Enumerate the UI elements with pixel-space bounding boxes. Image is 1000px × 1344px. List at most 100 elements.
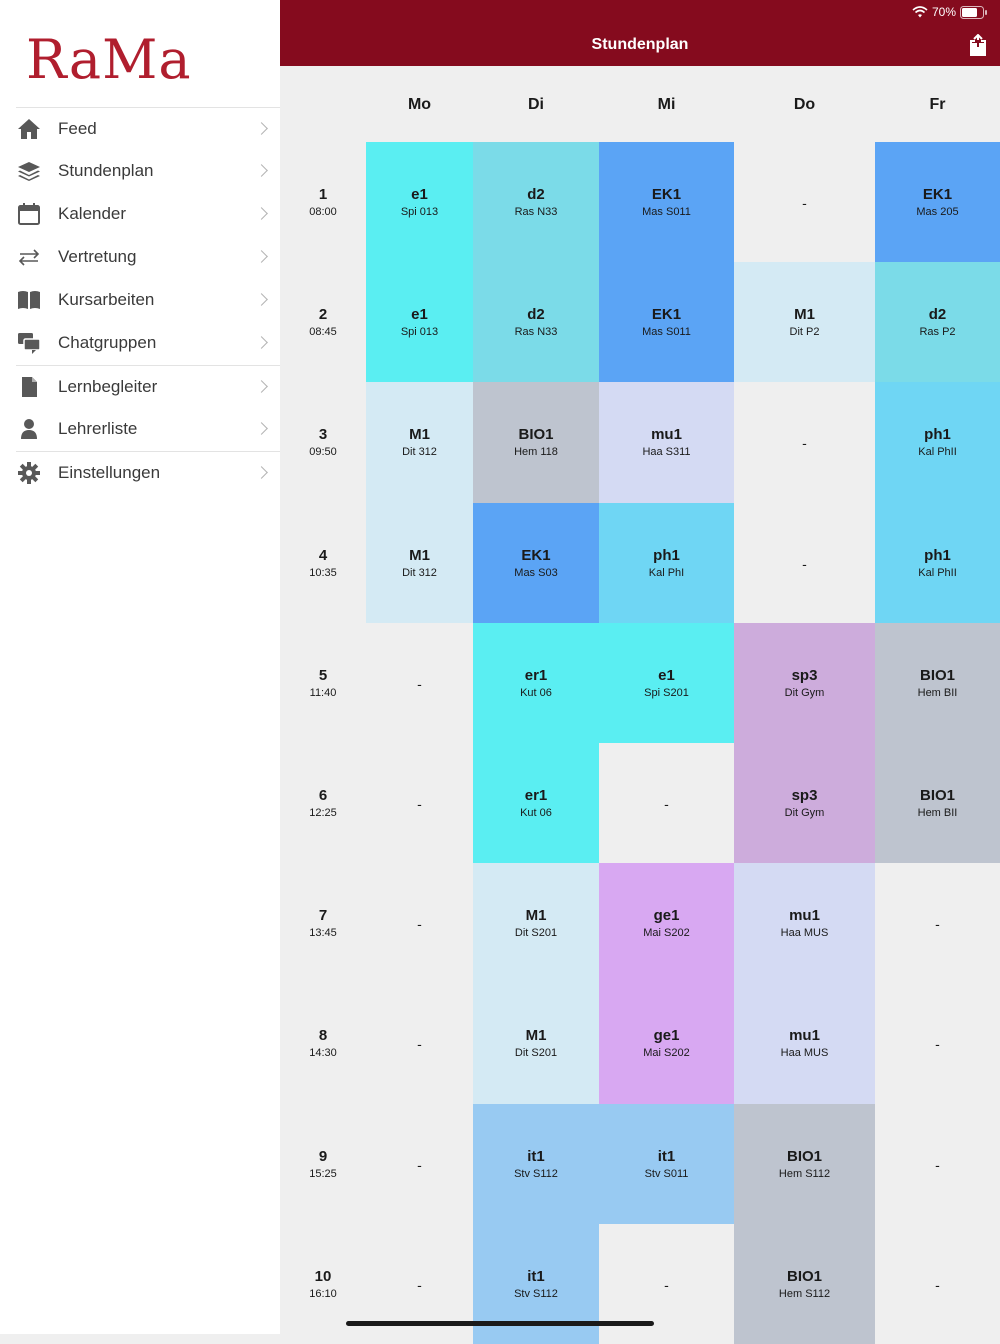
sidebar-item-vertretung[interactable]: Vertretung — [16, 236, 280, 279]
sidebar-item-stundenplan[interactable]: Stundenplan — [16, 150, 280, 193]
lesson-cell[interactable]: er1 Kut 06 — [473, 743, 599, 863]
chevron-right-icon — [255, 422, 268, 435]
lesson-content: BIO1 Hem BII — [875, 787, 1000, 820]
lesson-cell[interactable]: d2 Ras N33 — [473, 262, 599, 382]
lesson-room: Spi S201 — [644, 687, 689, 699]
period-time: 08:45 — [309, 326, 337, 339]
lesson-subject: EK1 — [651, 306, 682, 323]
lesson-cell[interactable]: it1 Stv S112 — [473, 1224, 599, 1344]
lesson-content: ge1 Mai S202 — [599, 1027, 734, 1060]
sidebar-item-label: Lehrerliste — [58, 419, 138, 438]
period-time: 11:40 — [309, 686, 337, 699]
lesson-subject: M1 — [794, 306, 815, 323]
lesson-cell[interactable]: M1 Dit S201 — [473, 863, 599, 983]
lesson-subject: BIO1 — [518, 426, 554, 443]
lesson-cell[interactable]: M1 Dit P2 — [734, 262, 875, 382]
lesson-cell[interactable]: EK1 Mas 205 — [875, 142, 1000, 262]
lesson-content: d2 Ras N33 — [473, 306, 599, 339]
lesson-content: BIO1 Hem 118 — [473, 426, 599, 459]
battery-icon — [960, 5, 987, 19]
sidebar-item-lehrerliste[interactable]: Lehrerliste — [16, 408, 280, 451]
sidebar-item-kalender[interactable]: Kalender — [16, 193, 280, 236]
sidebar-item-lernbegleiter[interactable]: Lernbegleiter — [16, 365, 280, 408]
sidebar-item-kursarbeiten[interactable]: Kursarbeiten — [16, 279, 280, 322]
lesson-cell[interactable]: BIO1 Hem BII — [875, 743, 1000, 863]
empty-lesson-dash: - — [417, 676, 422, 692]
lesson-subject: M1 — [409, 426, 430, 443]
lesson-cell[interactable]: ge1 Mai S202 — [599, 983, 734, 1104]
lesson-cell[interactable]: e1 Spi 013 — [366, 142, 473, 262]
lesson-cell[interactable]: mu1 Haa S311 — [599, 382, 734, 503]
lesson-cell[interactable]: BIO1 Hem S112 — [734, 1224, 875, 1344]
lesson-cell[interactable]: BIO1 Hem S112 — [734, 1104, 875, 1224]
lesson-content: M1 Dit 312 — [366, 547, 473, 580]
period-number: 2 — [318, 306, 328, 324]
chevron-right-icon — [255, 380, 268, 393]
lesson-cell[interactable]: e1 Spi 013 — [366, 262, 473, 382]
empty-lesson-cell: - — [875, 1224, 1000, 1344]
lesson-cell[interactable]: e1 Spi S201 — [599, 623, 734, 743]
lesson-subject: e1 — [411, 186, 428, 203]
lesson-cell[interactable]: sp3 Dit Gym — [734, 743, 875, 863]
lesson-room: Dit Gym — [784, 687, 825, 699]
lesson-cell[interactable]: mu1 Haa MUS — [734, 983, 875, 1104]
document-icon — [22, 377, 37, 397]
sidebar-item-label: Chatgruppen — [58, 333, 157, 352]
day-header-mo: Mo — [407, 96, 432, 113]
period-label: 9 15:25 — [280, 1148, 366, 1181]
lesson-subject: BIO1 — [919, 787, 955, 804]
lesson-cell[interactable]: er1 Kut 06 — [473, 623, 599, 743]
period-label: 1 08:00 — [280, 186, 366, 219]
lesson-cell[interactable]: ph1 Kal PhII — [875, 382, 1000, 503]
sidebar-item-einstellungen[interactable]: Einstellungen — [16, 451, 280, 494]
layers-icon — [18, 162, 40, 181]
lesson-content: d2 Ras N33 — [473, 186, 599, 219]
lesson-room: Dit P2 — [789, 326, 820, 338]
rama-logo: RaMa — [26, 28, 192, 91]
chevron-right-icon — [255, 336, 268, 349]
empty-lesson-dash: - — [417, 1277, 422, 1293]
chevron-right-icon — [255, 122, 268, 135]
lesson-cell[interactable]: it1 Stv S112 — [473, 1104, 599, 1224]
empty-lesson-dash: - — [664, 796, 669, 812]
lesson-room: Stv S112 — [514, 1288, 558, 1300]
lesson-cell[interactable]: EK1 Mas S03 — [473, 503, 599, 623]
lesson-cell[interactable]: it1 Stv S011 — [599, 1104, 734, 1224]
lesson-cell[interactable]: M1 Dit S201 — [473, 983, 599, 1104]
empty-lesson-dash: - — [935, 1157, 940, 1173]
chevron-right-icon — [255, 293, 268, 306]
lesson-room: Dit 312 — [402, 567, 437, 579]
lesson-cell[interactable]: ph1 Kal PhI — [599, 503, 734, 623]
lesson-cell[interactable]: ph1 Kal PhII — [875, 503, 1000, 623]
chevron-right-icon — [255, 466, 268, 479]
lesson-cell[interactable]: d2 Ras P2 — [875, 262, 1000, 382]
period-time: 15:25 — [309, 1167, 337, 1180]
lesson-cell[interactable]: ge1 Mai S202 — [599, 863, 734, 983]
calendar-icon — [18, 203, 40, 225]
lesson-room: Stv S011 — [644, 1168, 689, 1180]
lesson-cell[interactable]: BIO1 Hem 118 — [473, 382, 599, 503]
lesson-content: ph1 Kal PhII — [875, 547, 1000, 580]
lesson-cell[interactable]: BIO1 Hem BII — [875, 623, 1000, 743]
lesson-cell[interactable]: M1 Dit 312 — [366, 503, 473, 623]
period-number: 8 — [318, 1027, 328, 1045]
sidebar-item-feed[interactable]: Feed — [16, 107, 280, 150]
lesson-cell[interactable]: sp3 Dit Gym — [734, 623, 875, 743]
lesson-cell[interactable]: M1 Dit 312 — [366, 382, 473, 503]
lesson-cell[interactable]: d2 Ras N33 — [473, 142, 599, 262]
lesson-cell[interactable]: EK1 Mas S011 — [599, 142, 734, 262]
share-icon[interactable] — [968, 34, 988, 56]
lesson-content: BIO1 Hem BII — [875, 667, 1000, 700]
sidebar-item-label: Feed — [58, 119, 97, 138]
empty-lesson-cell: - — [366, 623, 473, 743]
sidebar-item-chatgruppen[interactable]: Chatgruppen — [16, 322, 280, 365]
period-number: 1 — [318, 186, 328, 203]
empty-lesson-dash: - — [417, 796, 422, 812]
lesson-room: Haa S311 — [642, 446, 691, 458]
empty-lesson-dash: - — [935, 1277, 940, 1293]
lesson-room: Mas S011 — [642, 206, 691, 218]
sidebar-item-label: Vertretung — [58, 247, 137, 266]
period-time: 10:35 — [309, 566, 337, 579]
lesson-cell[interactable]: EK1 Mas S011 — [599, 262, 734, 382]
lesson-cell[interactable]: mu1 Haa MUS — [734, 863, 875, 983]
